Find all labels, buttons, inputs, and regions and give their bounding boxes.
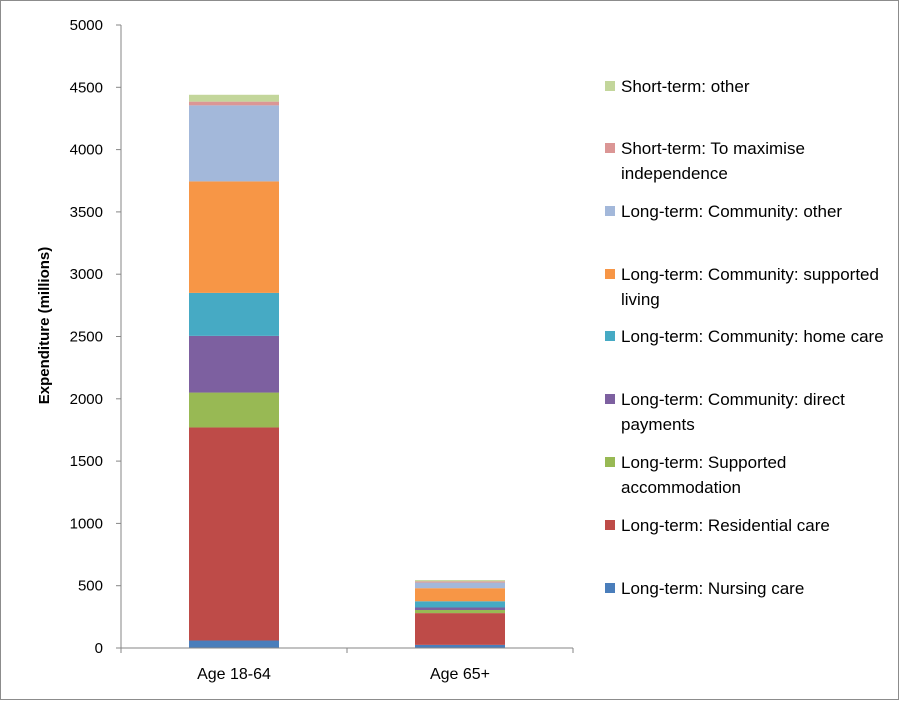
- legend-swatch: [605, 394, 615, 404]
- bar-segment: [189, 101, 279, 106]
- bar-segment: [189, 427, 279, 641]
- bar-segment: [415, 601, 505, 608]
- x-tick-label: Age 65+: [430, 666, 490, 683]
- legend: Short-term: other Short-term: To maximise…: [605, 77, 884, 598]
- y-tick-label: 2000: [70, 391, 103, 408]
- bar-segment: [415, 613, 505, 645]
- bar-segment: [189, 392, 279, 428]
- y-tick-label: 2500: [70, 329, 103, 346]
- axes: [116, 24, 574, 653]
- y-tick-label: 4000: [70, 142, 103, 159]
- x-tick-label: Age 18-64: [197, 666, 271, 683]
- bar-segment: [189, 640, 279, 648]
- legend-swatch: [605, 331, 615, 341]
- y-tick-label: 1000: [70, 515, 103, 532]
- legend-label: Long-term: Community: home care: [621, 327, 884, 346]
- y-tick-label: 1500: [70, 453, 103, 470]
- legend-swatch: [605, 583, 615, 593]
- legend-swatch: [605, 206, 615, 216]
- y-tick-label: 3500: [70, 204, 103, 221]
- legend-label: Long-term: Residential care: [621, 516, 830, 535]
- bars: [189, 94, 505, 648]
- legend-label: Short-term: other: [621, 77, 750, 96]
- y-tick-label: 0: [95, 640, 103, 657]
- y-tick-label: 5000: [70, 17, 103, 34]
- x-tick-labels: Age 18-64 Age 65+: [197, 666, 490, 683]
- legend-label: Long-term: Supported accommodation: [621, 453, 786, 497]
- bar-segment: [189, 292, 279, 336]
- legend-swatch: [605, 143, 615, 153]
- bar-segment: [415, 580, 505, 582]
- bar-segment: [189, 105, 279, 182]
- legend-label: Short-term: To maximise independence: [621, 139, 805, 183]
- y-tick-labels: 0 500 1000 1500 2000 2500 3000 3500 4000 4500 5000: [70, 17, 103, 657]
- bar-segment: [189, 335, 279, 393]
- bar-segment: [415, 581, 505, 583]
- y-axis-label: Expenditure (millions): [36, 247, 53, 405]
- bar-segment: [415, 607, 505, 610]
- legend-label: Long-term: Community: other: [621, 202, 842, 221]
- legend-swatch: [605, 81, 615, 91]
- legend-swatch: [605, 269, 615, 279]
- legend-swatch: [605, 457, 615, 467]
- bar-segment: [415, 588, 505, 602]
- legend-label: Long-term: Nursing care: [621, 579, 804, 598]
- bar-segment: [415, 582, 505, 589]
- bar-segment: [415, 609, 505, 614]
- y-tick-label: 500: [78, 578, 103, 595]
- legend-label: Long-term: Community: direct payments: [621, 390, 845, 434]
- legend-swatch: [605, 520, 615, 530]
- bar-segment: [415, 644, 505, 648]
- bar-segment: [189, 181, 279, 293]
- y-tick-label: 4500: [70, 79, 103, 96]
- bar-segment: [189, 94, 279, 102]
- legend-label: Long-term: Community: supported living: [621, 265, 879, 309]
- y-tick-label: 3000: [70, 266, 103, 283]
